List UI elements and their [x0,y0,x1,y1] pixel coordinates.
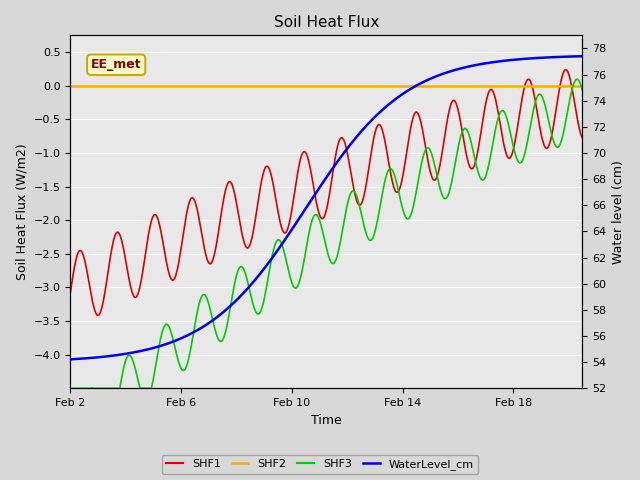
WaterLevel_cm [67,357,74,362]
SHF2 [364,83,372,89]
SHF2 [508,83,515,89]
SHF3 [455,142,463,147]
Line: WaterLevel_cm: WaterLevel_cm [70,56,582,360]
Y-axis label: Water level (cm): Water level (cm) [612,160,625,264]
SHF3 [378,197,385,203]
Line: SHF3: SHF3 [70,79,582,388]
SHF1 [508,151,516,157]
SHF2 [579,83,586,89]
SHF1 [579,135,586,141]
SHF1 [378,126,386,132]
SHF3 [579,88,586,94]
SHF2 [98,83,106,89]
SHF1 [394,190,401,195]
SHF3 [393,180,401,186]
SHF1 [562,67,570,72]
SHF3 [573,76,581,82]
Title: Soil Heat Flux: Soil Heat Flux [274,15,379,30]
WaterLevel_cm [455,66,463,72]
SHF2 [378,83,385,89]
SHF2 [67,83,74,89]
SHF2 [393,83,401,89]
SHF3 [364,235,372,240]
WaterLevel_cm [98,354,106,360]
WaterLevel_cm [378,108,385,114]
SHF3 [67,385,74,391]
Line: SHF1: SHF1 [70,70,582,315]
WaterLevel_cm [393,96,401,101]
WaterLevel_cm [579,53,586,59]
Y-axis label: Soil Heat Flux (W/m2): Soil Heat Flux (W/m2) [15,144,28,280]
X-axis label: Time: Time [311,414,342,427]
SHF1 [456,113,463,119]
Text: EE_met: EE_met [91,58,141,71]
SHF2 [455,83,463,89]
SHF3 [98,385,106,391]
SHF1 [365,168,372,174]
SHF1 [99,302,106,308]
SHF1 [94,312,102,318]
WaterLevel_cm [364,121,372,127]
SHF3 [508,134,515,140]
SHF1 [67,289,74,295]
Legend: SHF1, SHF2, SHF3, WaterLevel_cm: SHF1, SHF2, SHF3, WaterLevel_cm [162,455,478,474]
WaterLevel_cm [508,57,515,63]
